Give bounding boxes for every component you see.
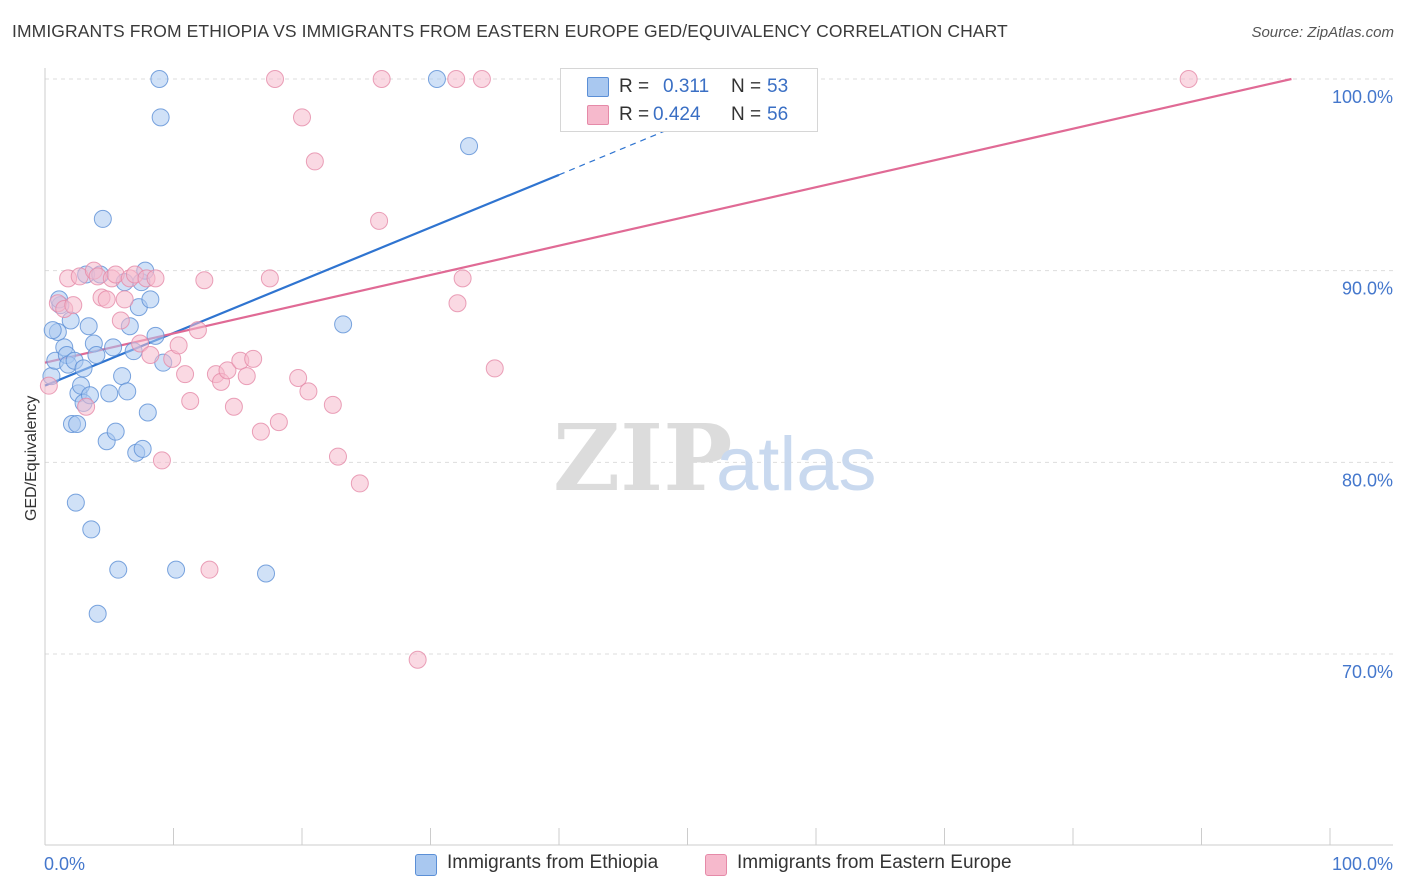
eeurope-point: [251, 422, 270, 441]
eeurope-point: [39, 376, 58, 395]
eeurope-point: [266, 70, 285, 88]
ethiopia-point: [460, 137, 479, 156]
y-tick-label: 70.0%: [1342, 662, 1393, 682]
ethiopia-point: [68, 415, 87, 433]
eeurope-point: [176, 365, 195, 384]
eeurope-point: [97, 290, 116, 309]
eeurope-point: [370, 211, 389, 230]
n-label: N =: [731, 104, 762, 125]
eeurope-point: [111, 311, 130, 330]
eeurope-point: [200, 560, 219, 579]
eeurope-point: [244, 349, 263, 368]
eeurope-point: [260, 269, 279, 288]
eeurope-point: [224, 397, 243, 416]
ethiopia-point: [100, 384, 119, 403]
eeurope-swatch: [587, 105, 609, 125]
eeurope-point: [447, 70, 466, 88]
ethiopia-point: [427, 70, 446, 88]
ethiopia-point: [79, 317, 98, 336]
eeurope-point: [188, 321, 207, 340]
eeurope-point: [323, 395, 342, 414]
y-tick-label: 80.0%: [1342, 470, 1393, 490]
ethiopia-point: [43, 321, 62, 340]
stats-row-eeurope: R = 0.424 N = 56: [561, 101, 817, 129]
ethiopia-point: [87, 346, 106, 364]
ethiopia-swatch: [587, 77, 609, 97]
x-tick-label: 100.0%: [1332, 854, 1393, 874]
eeurope-point: [269, 413, 288, 432]
eeurope-point: [115, 290, 134, 309]
eeurope-point: [131, 334, 150, 353]
eeurope-point: [293, 108, 311, 127]
ethiopia-point: [74, 359, 93, 378]
eeurope-point: [305, 152, 324, 171]
eeurope-point: [453, 269, 472, 288]
source-note: Source: ZipAtlas.com: [1251, 24, 1394, 41]
ethiopia-point: [93, 209, 112, 228]
eeurope-point: [328, 447, 347, 466]
ethiopia-point: [104, 338, 123, 357]
eeurope-point: [448, 294, 467, 313]
eeurope-point: [77, 397, 96, 416]
eeurope-point: [64, 296, 83, 315]
eeurope-point: [169, 336, 188, 355]
y-tick-label: 90.0%: [1342, 279, 1393, 299]
eeurope-point: [299, 382, 318, 401]
n-value: 53: [767, 76, 789, 97]
n-label: N =: [731, 76, 762, 97]
eeurope-point: [181, 392, 200, 410]
y-tick-label: 100.0%: [1332, 87, 1393, 107]
legend-label: Immigrants from Ethiopia: [447, 852, 659, 873]
ethiopia-point: [133, 439, 152, 458]
eeurope-trendline: [44, 77, 1292, 364]
eeurope-point: [472, 70, 491, 88]
legend-label: Immigrants from Eastern Europe: [737, 852, 1012, 873]
stats-row-ethiopia: R = 0.311 N = 53: [561, 73, 817, 101]
x-tick-label: 0.0%: [44, 854, 85, 874]
ethiopia-point: [118, 382, 137, 401]
eeurope-point: [485, 359, 504, 378]
r-label: R =: [619, 76, 650, 97]
eeurope-point: [146, 269, 165, 288]
ethiopia-legend-swatch: [415, 854, 437, 876]
ethiopia-point: [150, 70, 169, 88]
watermark-zip: ZIP: [553, 404, 732, 512]
ethiopia-point: [257, 564, 276, 583]
ethiopia-point: [151, 108, 170, 127]
eeurope-point: [237, 367, 256, 386]
ethiopia-point: [88, 604, 107, 623]
r-value: 0.311: [663, 76, 710, 97]
watermark-atlas: atlas: [716, 422, 877, 507]
ethiopia-point: [109, 560, 128, 579]
ethiopia-point: [141, 290, 160, 309]
chart-title: IMMIGRANTS FROM ETHIOPIA VS IMMIGRANTS F…: [12, 21, 1008, 41]
ethiopia-point: [106, 422, 125, 441]
eeurope-point: [1179, 70, 1198, 88]
r-value: 0.424: [653, 104, 701, 125]
r-label: R =: [619, 104, 650, 125]
eeurope-point: [350, 474, 369, 493]
eeurope-legend-swatch: [705, 854, 727, 876]
eeurope-point: [408, 650, 427, 669]
ethiopia-point: [146, 326, 165, 345]
stats-box: R = 0.311 N = 53 R = 0.424 N = 56: [560, 68, 818, 132]
ethiopia-point: [167, 560, 186, 579]
eeurope-point: [195, 271, 214, 290]
eeurope-point: [218, 361, 237, 380]
eeurope-point: [152, 451, 171, 470]
n-value: 56: [767, 104, 789, 125]
ethiopia-point: [66, 493, 85, 512]
eeurope-point: [141, 346, 160, 364]
ethiopia-point: [138, 403, 157, 422]
eeurope-point: [289, 369, 308, 387]
ethiopia-point: [113, 367, 132, 386]
ethiopia-point: [334, 315, 353, 334]
eeurope-point: [372, 70, 391, 88]
ethiopia-point: [82, 520, 101, 539]
